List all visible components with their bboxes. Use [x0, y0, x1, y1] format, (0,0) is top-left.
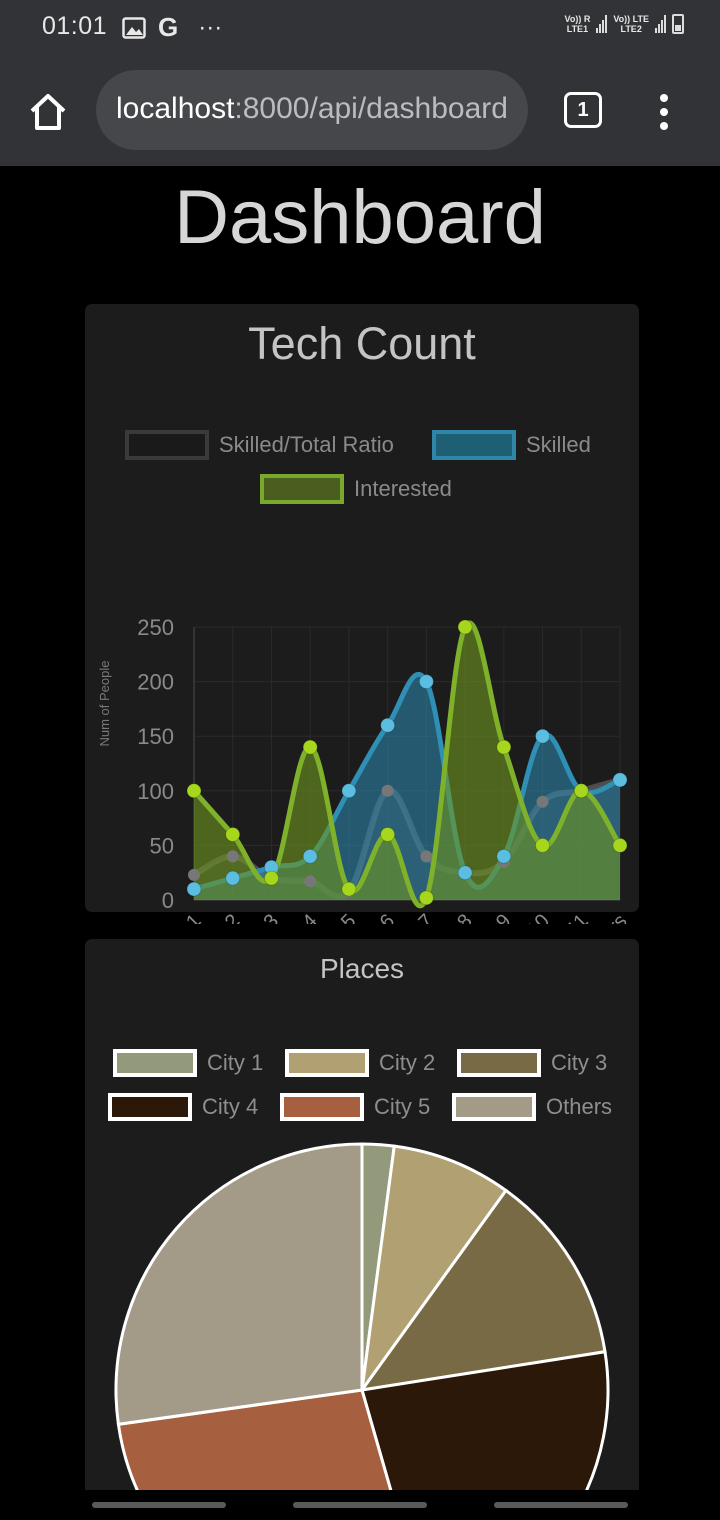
data-point[interactable] [263, 870, 279, 886]
data-point[interactable] [188, 868, 200, 881]
data-point[interactable] [225, 826, 241, 842]
legend-item-city-4[interactable]: City 4 [108, 1093, 258, 1121]
legend-label: City 3 [551, 1050, 608, 1075]
data-point[interactable] [573, 783, 589, 799]
data-point[interactable] [535, 728, 551, 744]
data-point[interactable] [226, 850, 239, 863]
legend-swatch [113, 1049, 197, 1077]
legend-swatch [108, 1093, 192, 1121]
legend-swatch [280, 1093, 364, 1121]
gallery-icon [122, 16, 146, 39]
legend-item-city-1[interactable]: City 1 [113, 1049, 263, 1077]
legend-item-others[interactable]: Others [452, 1093, 612, 1121]
nav-recents-handle[interactable] [92, 1502, 226, 1508]
legend-item-skilled[interactable]: Skilled [432, 430, 591, 460]
legend-item-ratio[interactable]: Skilled/Total Ratio [125, 430, 394, 460]
legend-swatch [432, 430, 516, 460]
page-title: Dashboard [174, 175, 546, 260]
sim1-indicator: Vo)) R LTE1 [564, 14, 591, 34]
legend-label: Others [546, 1094, 613, 1119]
battery-icon [672, 14, 684, 34]
legend-item-city-5[interactable]: City 5 [280, 1093, 430, 1121]
legend-label: City 2 [379, 1050, 436, 1075]
y-tick-label: 150 [137, 724, 174, 749]
data-point[interactable] [381, 784, 394, 797]
page-content: Dashboard Tech Count Skilled/Total Ratio… [0, 166, 720, 1490]
data-point[interactable] [302, 848, 318, 864]
nav-back-handle[interactable] [494, 1502, 628, 1508]
data-point[interactable] [535, 837, 551, 853]
browser-toolbar: localhost:8000/api/dashboard 1 [0, 54, 720, 166]
data-point[interactable] [496, 848, 512, 864]
x-tick-label: Domain10 [474, 910, 554, 924]
address-bar[interactable]: localhost:8000/api/dashboard [96, 70, 528, 150]
legend-label: City 1 [207, 1050, 264, 1075]
legend-item-city-2[interactable]: City 2 [285, 1049, 435, 1077]
status-system-icons: Vo)) R LTE1 Vo)) LTE LTE2 [564, 14, 684, 34]
sim2-indicator: Vo)) LTE LTE2 [613, 14, 649, 34]
tech-chart-title: Tech Count [248, 318, 476, 369]
status-notification-icons: G ··· [122, 12, 222, 43]
data-point[interactable] [536, 795, 549, 808]
data-point[interactable] [380, 826, 396, 842]
signal-icon [596, 15, 608, 33]
signal-icon [655, 15, 666, 33]
y-tick-label: 250 [137, 615, 174, 640]
more-notifications-icon: ··· [198, 13, 223, 41]
legend-label: City 4 [202, 1094, 259, 1119]
status-bar: 01:01 G ··· Vo)) R LTE1 Vo)) LTE LTE2 [0, 0, 720, 54]
data-point[interactable] [457, 619, 473, 635]
series-area [194, 622, 620, 906]
data-point[interactable] [341, 881, 357, 897]
pie-slice-city-3[interactable] [358, 1188, 607, 1393]
more-menu-icon[interactable] [650, 90, 678, 134]
y-tick-label: 50 [150, 833, 174, 858]
data-point[interactable] [420, 850, 433, 863]
system-nav-bar [0, 1490, 720, 1520]
data-point[interactable] [225, 870, 241, 886]
places-chart-title: Places [319, 953, 405, 984]
pie-slice-city-2[interactable] [360, 1144, 509, 1391]
data-point[interactable] [457, 865, 473, 881]
legend-swatch [125, 430, 209, 460]
data-point[interactable] [612, 837, 628, 853]
legend-label: City 5 [374, 1094, 431, 1119]
status-time: 01:01 [42, 12, 108, 40]
google-icon: G [158, 12, 179, 42]
data-point[interactable] [186, 881, 202, 897]
tech-count-card: Tech Count Skilled/Total Ratio Skilled I… [85, 304, 639, 924]
places-pie-chart [114, 1142, 610, 1490]
nav-home-handle[interactable] [293, 1502, 427, 1508]
home-icon[interactable] [26, 90, 70, 134]
legend-swatch [285, 1049, 369, 1077]
data-point[interactable] [186, 783, 202, 799]
url-text: localhost:8000/api/dashboard [116, 92, 508, 125]
data-point[interactable] [304, 875, 317, 888]
legend-swatch [457, 1049, 541, 1077]
data-point[interactable] [380, 717, 396, 733]
y-axis-label: Num of People [97, 661, 112, 747]
data-point[interactable] [496, 739, 512, 755]
tab-switcher-button[interactable]: 1 [564, 92, 602, 128]
y-tick-label: 0 [162, 888, 174, 913]
places-card: Places City 1 City 2 City 3 City 4 City 5 Oth… [85, 939, 639, 1490]
legend-swatch [452, 1093, 536, 1121]
data-point[interactable] [418, 674, 434, 690]
legend-item-city-3[interactable]: City 3 [457, 1049, 607, 1077]
data-point[interactable] [612, 772, 628, 788]
y-tick-label: 100 [137, 779, 174, 804]
y-tick-label: 200 [137, 670, 174, 695]
legend-item-interested[interactable]: Interested [260, 474, 452, 504]
data-point[interactable] [341, 783, 357, 799]
data-point[interactable] [418, 890, 434, 906]
pie-slice-city-4[interactable] [360, 1350, 610, 1490]
pie-slice-others[interactable] [114, 1142, 364, 1426]
data-point[interactable] [302, 739, 318, 755]
legend-swatch [260, 474, 344, 504]
